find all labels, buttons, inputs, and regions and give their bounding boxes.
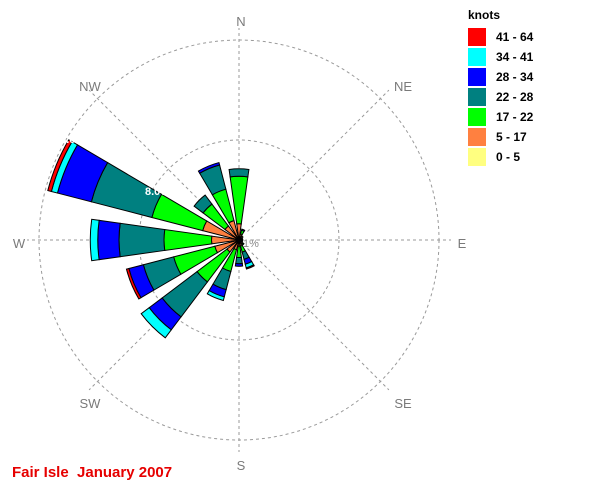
legend-swatch-6 <box>468 148 486 166</box>
direction-labels: N NE E SE S SW W NW <box>13 14 467 473</box>
sector-13-band-2 <box>151 193 208 232</box>
sector-12-band-4 <box>97 219 121 261</box>
legend-label-5: 5 - 17 <box>496 130 527 144</box>
direction-label-se: SE <box>394 396 412 411</box>
direction-label-nw: NW <box>79 79 101 94</box>
sector-12-band-5 <box>89 218 100 262</box>
direction-label-sw: SW <box>80 396 102 411</box>
sector-14-band-3 <box>193 194 213 214</box>
legend-label-0: 41 - 64 <box>496 30 534 44</box>
legend-label-2: 28 - 34 <box>496 70 534 84</box>
sector-15-band-4 <box>197 161 221 174</box>
legend-swatch-2 <box>468 68 486 86</box>
spoke-ne <box>247 89 390 232</box>
legend: knots 41 - 64 34 - 41 28 - 34 22 - 28 17 - 2… <box>468 8 534 166</box>
sector-7-band-6 <box>245 264 255 270</box>
sector-0-band-3 <box>228 168 250 178</box>
sector-1-band-4 <box>240 228 246 233</box>
direction-label-n: N <box>236 14 245 29</box>
legend-items: 41 - 64 34 - 41 28 - 34 22 - 28 17 - 22 5 - 1… <box>468 28 534 166</box>
ring-labels: 8.0% 16.0% 1% <box>54 134 259 250</box>
direction-label-s: S <box>237 458 246 473</box>
legend-label-1: 34 - 41 <box>496 50 534 64</box>
legend-swatch-5 <box>468 128 486 146</box>
legend-swatch-3 <box>468 88 486 106</box>
ring-label-outer: 16.0% <box>54 134 85 146</box>
sector-12-band-3 <box>118 222 166 258</box>
spoke-se <box>247 248 390 391</box>
sector-8-band-3 <box>235 256 243 265</box>
direction-label-e: E <box>458 236 467 251</box>
sector-12-band-2 <box>163 228 213 252</box>
legend-label-6: 0 - 5 <box>496 150 520 164</box>
center-label: 1% <box>243 238 259 250</box>
chart-title: Fair Isle January 2007 <box>12 464 173 481</box>
ring-label-inner: 8.0% <box>145 186 170 198</box>
legend-title: knots <box>468 8 500 22</box>
sector-6-band-2 <box>241 242 245 246</box>
sector-13-band-6 <box>47 139 73 193</box>
sector-8-band-4 <box>234 262 244 267</box>
direction-label-w: W <box>13 236 26 251</box>
legend-swatch-4 <box>468 108 486 126</box>
legend-label-4: 17 - 22 <box>496 110 534 124</box>
sector-bars <box>47 139 255 339</box>
sector-11-band-6 <box>125 267 142 300</box>
sector-10-band-5 <box>140 307 172 339</box>
legend-swatch-1 <box>468 48 486 66</box>
legend-label-3: 22 - 28 <box>496 90 534 104</box>
sector-9-band-5 <box>206 289 225 302</box>
legend-swatch-0 <box>468 28 486 46</box>
direction-label-ne: NE <box>394 79 412 94</box>
